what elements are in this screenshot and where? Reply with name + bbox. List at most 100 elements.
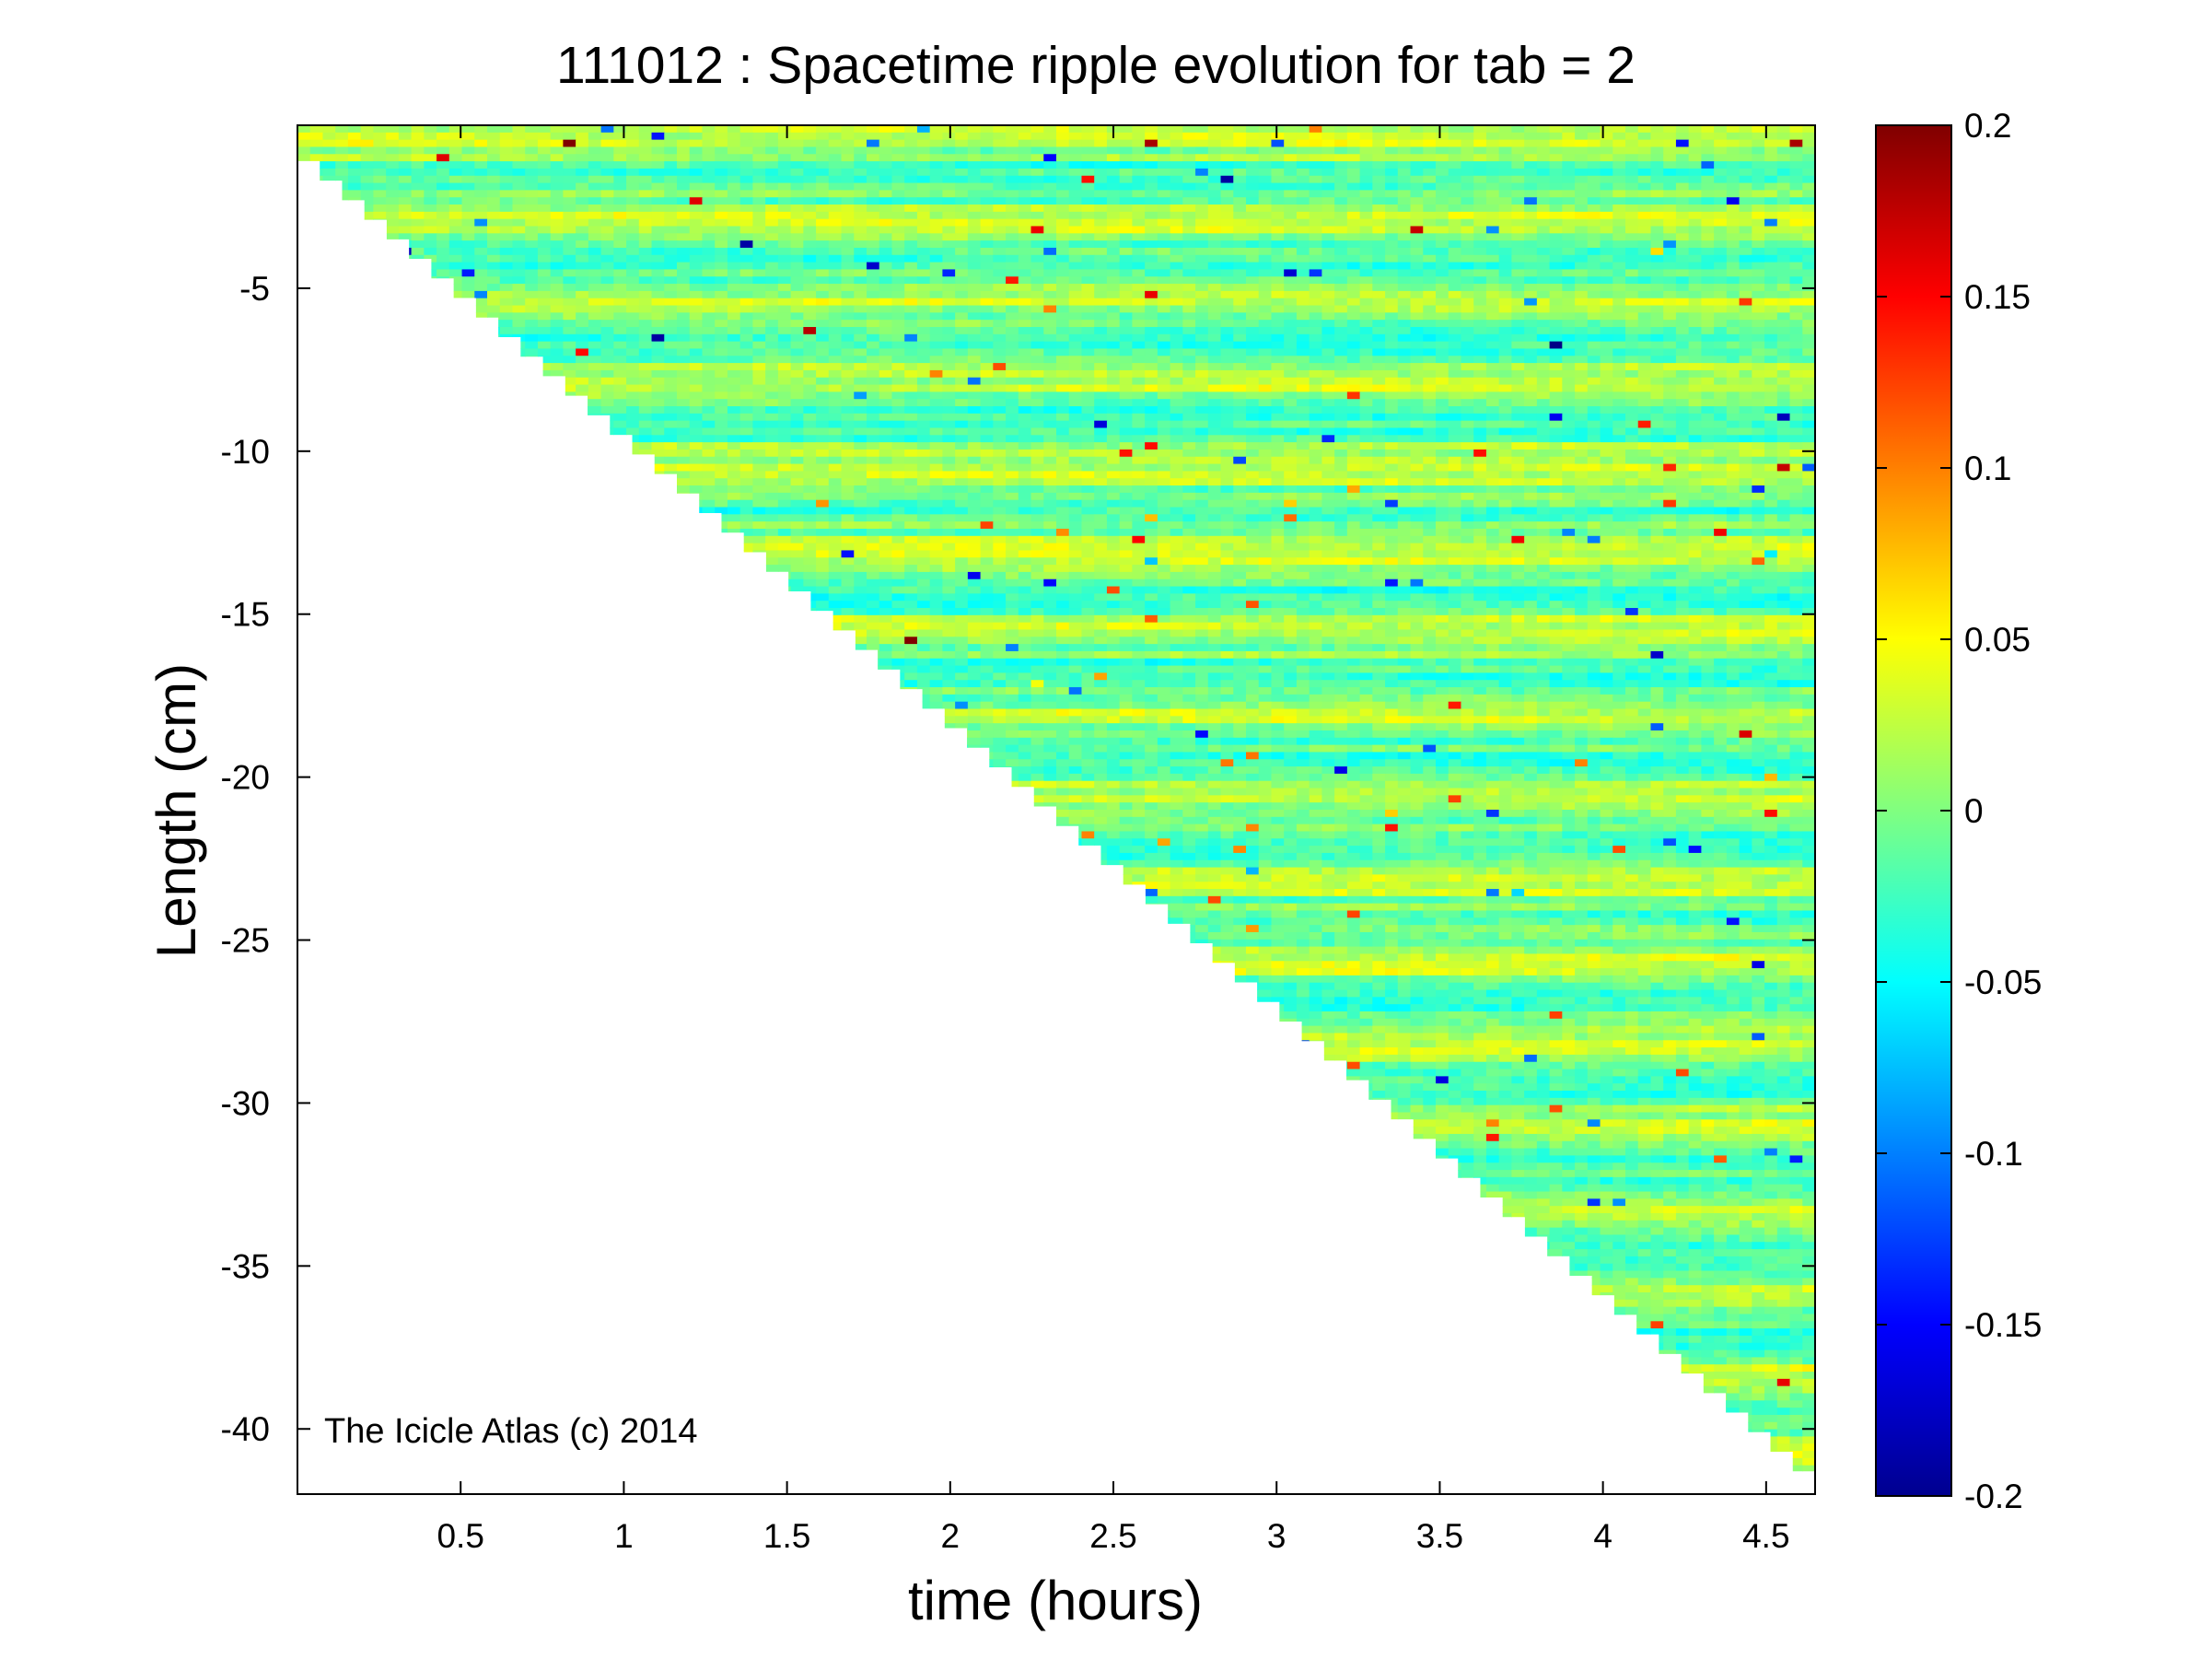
- heatmap-cell: [1284, 269, 1297, 276]
- heatmap-cell: [1132, 219, 1145, 227]
- heatmap-cell: [1461, 154, 1473, 161]
- heatmap-cell: [424, 248, 437, 255]
- heatmap-cell: [1069, 183, 1082, 191]
- heatmap-cell: [1360, 125, 1373, 133]
- heatmap-cell: [942, 421, 955, 428]
- heatmap-cell: [639, 154, 652, 161]
- heatmap-cell: [1461, 399, 1473, 406]
- heatmap-cell: [1385, 133, 1398, 140]
- heatmap-cell: [842, 363, 855, 370]
- heatmap-cell: [803, 226, 816, 233]
- heatmap-cell: [1031, 399, 1044, 406]
- heatmap-cell: [690, 421, 703, 428]
- heatmap-cell: [1550, 161, 1563, 169]
- heatmap-cell: [1043, 421, 1056, 428]
- heatmap-cell: [728, 363, 740, 370]
- heatmap-cell: [816, 385, 829, 392]
- heatmap-cell: [1764, 169, 1777, 176]
- heatmap-cell: [1588, 306, 1601, 313]
- heatmap-cell: [677, 212, 690, 219]
- heatmap-cell: [1461, 161, 1473, 169]
- heatmap-cell: [474, 154, 487, 161]
- heatmap-cell: [879, 399, 892, 406]
- heatmap-cell: [1031, 212, 1044, 219]
- heatmap-cell: [1663, 378, 1676, 385]
- heatmap-cell: [1411, 133, 1424, 140]
- heatmap-cell: [1612, 306, 1625, 313]
- heatmap-cell: [829, 414, 842, 421]
- heatmap-cell: [664, 197, 677, 204]
- heatmap-cell: [1436, 342, 1449, 349]
- heatmap-cell: [1612, 263, 1625, 270]
- heatmap-cell: [335, 125, 348, 133]
- heatmap-cell: [917, 190, 930, 197]
- heatmap-cell: [1221, 269, 1234, 276]
- heatmap-cell: [1170, 169, 1183, 176]
- heatmap-cell: [1019, 233, 1031, 240]
- heatmap-cell: [968, 370, 981, 378]
- heatmap-cell: [1588, 146, 1601, 154]
- heatmap-cell: [1321, 327, 1334, 334]
- heatmap-cell: [613, 276, 626, 284]
- heatmap-cell: [702, 183, 715, 191]
- heatmap-cell: [1132, 421, 1145, 428]
- heatmap-cell: [1436, 385, 1449, 392]
- heatmap-cell: [791, 312, 804, 320]
- heatmap-cell: [474, 240, 487, 248]
- heatmap-cell: [1550, 125, 1563, 133]
- heatmap-cell: [968, 306, 981, 313]
- heatmap-cell: [955, 133, 968, 140]
- heatmap-cell: [791, 414, 804, 421]
- heatmap-cell: [829, 298, 842, 306]
- heatmap-cell: [1436, 240, 1449, 248]
- heatmap-cell: [1321, 248, 1334, 255]
- heatmap-cell: [1612, 233, 1625, 240]
- heatmap-cell: [1246, 176, 1259, 183]
- heatmap-cell: [1094, 269, 1107, 276]
- heatmap-cell: [1385, 348, 1398, 356]
- heatmap-cell: [968, 154, 981, 161]
- heatmap-cell: [1601, 161, 1613, 169]
- heatmap-cell: [613, 378, 626, 385]
- heatmap-cell: [879, 161, 892, 169]
- heatmap-cell: [1638, 263, 1651, 270]
- heatmap-cell: [512, 263, 525, 270]
- heatmap-cell: [462, 284, 475, 291]
- heatmap-cell: [1511, 378, 1524, 385]
- heatmap-cell: [525, 176, 538, 183]
- heatmap-cell: [1663, 269, 1676, 276]
- heatmap-cell: [487, 169, 500, 176]
- heatmap-cell: [842, 183, 855, 191]
- heatmap-cell: [613, 125, 626, 133]
- heatmap-cell: [1638, 190, 1651, 197]
- heatmap-cell: [778, 356, 791, 363]
- heatmap-cell: [904, 161, 917, 169]
- heatmap-cell: [1006, 378, 1019, 385]
- heatmap-cell: [904, 269, 917, 276]
- heatmap-cell: [652, 342, 665, 349]
- heatmap-cell: [487, 276, 500, 284]
- heatmap-cell: [904, 176, 917, 183]
- heatmap-cell: [1436, 312, 1449, 320]
- heatmap-cell: [1663, 306, 1676, 313]
- heatmap-cell: [1663, 291, 1676, 298]
- heatmap-cell: [891, 306, 904, 313]
- heatmap-cell: [1524, 306, 1537, 313]
- heatmap-cell: [551, 161, 564, 169]
- heatmap-cell: [1271, 146, 1284, 154]
- heatmap-cell: [1132, 263, 1145, 270]
- heatmap-cell: [1790, 212, 1803, 219]
- heatmap-cell: [1588, 363, 1601, 370]
- heatmap-cell: [1081, 334, 1094, 342]
- heatmap-cell: [1777, 146, 1790, 154]
- heatmap-cell: [1145, 320, 1158, 327]
- heatmap-cell: [1601, 140, 1613, 147]
- heatmap-cell: [715, 146, 728, 154]
- heatmap-cell: [1752, 348, 1764, 356]
- heatmap-cell: [842, 161, 855, 169]
- heatmap-cell: [1550, 255, 1563, 263]
- heatmap-cell: [1740, 414, 1752, 421]
- heatmap-cell: [1019, 406, 1031, 414]
- heatmap-cell: [917, 240, 930, 248]
